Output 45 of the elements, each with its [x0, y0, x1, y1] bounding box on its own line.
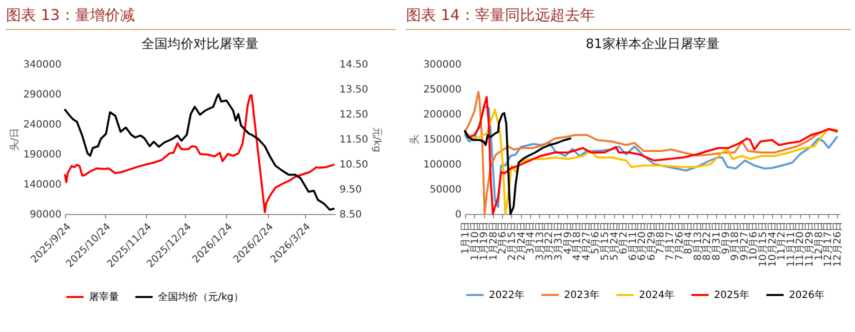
y-tick-label: 240000 — [23, 120, 62, 130]
y-tick-label: 290000 — [23, 90, 62, 100]
legend-label: 屠宰量 — [89, 291, 119, 303]
x-tick-label: 6月11日 — [628, 222, 639, 261]
y2-tick-label: 9.50 — [340, 184, 362, 196]
chart-subtitle: 81家样本企业日屠宰量 — [586, 36, 720, 52]
y-tick-label: 90000 — [30, 210, 62, 220]
line-series — [464, 112, 572, 215]
x-tick-label: 2月15日 — [506, 222, 518, 261]
legend-label: 2022年 — [489, 289, 524, 301]
y2-tick-label: 8.50 — [340, 210, 362, 220]
legend-label: 2025年 — [714, 289, 750, 301]
y-tick-label: 100000 — [423, 160, 462, 170]
y2-tick-label: 11.50 — [340, 134, 368, 146]
x-tick-label: 3月31日 — [553, 222, 564, 261]
y-axis-title: 头 — [408, 134, 420, 144]
x-tick-label: 1月10日 — [470, 222, 481, 261]
y2-tick-label: 13.50 — [340, 84, 368, 96]
y-tick-label: 340000 — [23, 60, 62, 70]
y-tick-label: 0 — [455, 210, 462, 220]
x-tick-label: 5月15日 — [600, 222, 611, 261]
x-tick-label: 8月13日 — [692, 222, 704, 261]
x-tick-label: 11月11日 — [786, 222, 797, 267]
legend-label: 2026年 — [789, 289, 824, 301]
legend-label: 2024年 — [639, 289, 674, 301]
x-tick-label: 12月26日 — [832, 222, 844, 267]
y2-axis-title: 元/kg — [371, 126, 382, 152]
chart-title: 图表 13：量增价减 — [6, 4, 396, 30]
y-tick-label: 300000 — [423, 60, 462, 70]
y-tick-label: 190000 — [23, 150, 62, 160]
y-tick-label: 140000 — [23, 180, 62, 190]
x-tick-label: 3月13日 — [534, 222, 546, 261]
y2-tick-label: 12.50 — [340, 110, 368, 120]
y-tick-label: 50000 — [430, 184, 462, 196]
legend-label: 2023年 — [564, 289, 600, 301]
y-tick-label: 200000 — [423, 110, 462, 120]
y-tick-label: 150000 — [423, 134, 462, 146]
y2-tick-label: 14.50 — [340, 60, 368, 70]
legend-label: 全国均价（元/kg） — [158, 291, 244, 303]
y-tick-label: 250000 — [423, 84, 462, 96]
x-tick-label: 1月1日 — [460, 222, 472, 254]
chart-subtitle: 全国均价对比屠宰量 — [142, 36, 258, 52]
y-axis-title: 头/日 — [8, 128, 20, 152]
y2-tick-label: 10.50 — [340, 160, 368, 170]
chart-title: 图表 14：宰量同比远超去年 — [406, 4, 851, 30]
